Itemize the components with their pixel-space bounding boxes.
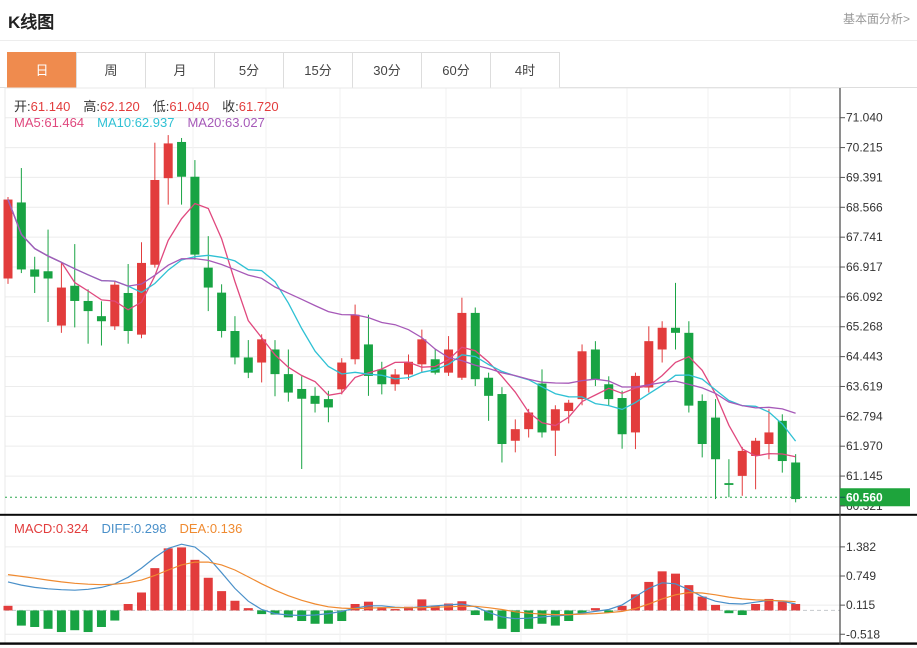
svg-text:67.741: 67.741 <box>846 230 883 244</box>
ma-item: MA5:61.464 <box>14 115 84 130</box>
svg-text:68.566: 68.566 <box>846 200 883 214</box>
macd-item: DIFF:0.298 <box>101 521 166 536</box>
ma-lines <box>7 199 796 458</box>
ohlc-value: 61.140 <box>30 99 71 114</box>
period-tabbar: 日周月 5分 15分 30分 60分 4时 <box>0 52 917 88</box>
ma-value: 61.464 <box>44 115 85 130</box>
ma5-line <box>7 199 796 458</box>
ohlc-value: 61.720 <box>238 99 279 114</box>
ma10-line <box>7 199 797 442</box>
ma-lines <box>7 199 796 414</box>
ohlc-item: 高:62.120 <box>83 99 139 114</box>
tab-period-5[interactable]: 30分 <box>352 52 422 88</box>
panel-borders <box>0 88 917 645</box>
macd-histogram <box>3 547 801 633</box>
svg-text:63.619: 63.619 <box>846 379 883 393</box>
ma-legend: MA5:61.464 MA10:62.937 MA20:63.027 <box>14 115 278 130</box>
tab-period-0[interactable]: 日 <box>7 52 77 88</box>
macd-axis-labels: 1.382 0.749 0.115 -0.518 <box>840 540 880 641</box>
ma-item: MA20:63.027 <box>187 115 264 130</box>
svg-text:70.215: 70.215 <box>846 141 883 155</box>
svg-text:61.145: 61.145 <box>846 469 883 483</box>
dea-line <box>7 561 796 616</box>
ma-lines <box>7 199 797 442</box>
candlestick-series <box>3 135 801 503</box>
svg-text:60.560: 60.560 <box>846 490 883 504</box>
ohlc-item: 低:61.040 <box>153 99 209 114</box>
svg-text:61.970: 61.970 <box>846 439 883 453</box>
ma-item: MA10:62.937 <box>97 115 174 130</box>
tab-period-6[interactable]: 60分 <box>421 52 491 88</box>
macd-item: DEA:0.136 <box>179 521 242 536</box>
ohlc-value: 61.040 <box>169 99 210 114</box>
svg-text:-0.518: -0.518 <box>846 627 880 641</box>
grid <box>4 87 840 644</box>
ma-label: MA10: <box>97 115 135 130</box>
svg-text:66.092: 66.092 <box>846 290 883 304</box>
macd-value: 0.324 <box>55 521 89 536</box>
svg-text:0.749: 0.749 <box>846 569 876 583</box>
ma-value: 63.027 <box>225 115 265 130</box>
macd-legend: MACD:0.324 DIFF:0.298 DEA:0.136 <box>14 521 255 536</box>
svg-text:66.917: 66.917 <box>846 260 883 274</box>
macd-item: MACD:0.324 <box>14 521 88 536</box>
svg-text:65.268: 65.268 <box>846 320 883 334</box>
ohlc-label: 低: <box>152 99 170 114</box>
ohlc-item: 收:61.720 <box>222 99 278 114</box>
macd-label: DEA: <box>179 521 210 536</box>
ma20-line <box>7 199 796 414</box>
macd-label: DIFF: <box>101 521 134 536</box>
ohlc-label: 高: <box>83 99 101 114</box>
svg-text:1.382: 1.382 <box>846 540 876 554</box>
ma-value: 62.937 <box>134 115 175 130</box>
dea <box>7 561 796 616</box>
svg-text:64.443: 64.443 <box>846 350 883 364</box>
svg-text:62.794: 62.794 <box>846 409 883 423</box>
ma-label: MA20: <box>187 115 226 130</box>
page-title: K线图 <box>8 13 55 32</box>
macd-value: 0.298 <box>133 521 167 536</box>
macd-label: MACD: <box>14 521 56 536</box>
last-price-badge <box>840 488 910 507</box>
ohlc-item: 开:61.140 <box>14 99 70 114</box>
ohlc-label: 收: <box>222 99 239 114</box>
ohlc-label: 开: <box>14 99 31 114</box>
tab-period-2[interactable]: 月 <box>145 52 215 88</box>
fundamental-analysis-link[interactable]: 基本面分析> <box>842 12 910 26</box>
ohlc-legend: 开:61.140 高:62.120 低:61.040 收:61.720 <box>14 96 292 115</box>
tab-period-7[interactable]: 4时 <box>490 52 560 88</box>
main-axis-labels: 71.040 70.215 69.391 68.566 67.741 66.917 66.0… <box>840 111 910 513</box>
header-divider <box>0 40 917 41</box>
macd-value: 0.136 <box>209 521 243 536</box>
svg-text:0.115: 0.115 <box>846 598 875 612</box>
svg-text:71.040: 71.040 <box>846 111 883 125</box>
tab-period-1[interactable]: 周 <box>76 52 146 88</box>
ohlc-value: 62.120 <box>100 99 140 114</box>
ma-label: MA5: <box>14 115 45 130</box>
svg-text:69.391: 69.391 <box>846 170 883 184</box>
